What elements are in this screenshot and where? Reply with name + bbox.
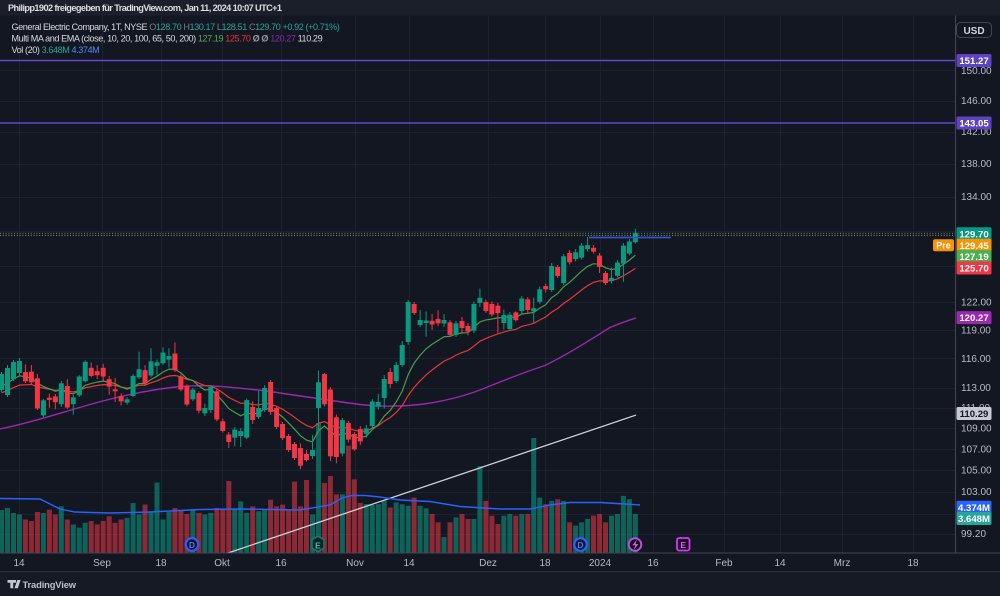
svg-text:127.19: 127.19 — [959, 252, 988, 263]
svg-text:Philipp1902 freigegeben für Tr: Philipp1902 freigegeben für TradingView.… — [8, 3, 282, 13]
svg-text:2024: 2024 — [589, 558, 612, 569]
svg-text:146.00: 146.00 — [961, 96, 992, 107]
svg-text:Nov: Nov — [346, 558, 364, 569]
svg-text:116.00: 116.00 — [961, 354, 991, 365]
svg-text:USD: USD — [963, 26, 984, 37]
svg-text:105.00: 105.00 — [961, 466, 992, 477]
svg-text:Vol (20) 3.648M 4.374M: Vol (20) 3.648M 4.374M — [12, 45, 100, 55]
svg-text:Sep: Sep — [93, 558, 111, 569]
svg-text:E: E — [315, 541, 321, 551]
svg-text:110.29: 110.29 — [960, 409, 989, 420]
svg-text:D: D — [577, 540, 583, 550]
svg-text:107.00: 107.00 — [961, 444, 992, 455]
svg-text:16: 16 — [647, 558, 659, 569]
svg-text:129.45: 129.45 — [959, 241, 989, 252]
svg-text:Feb: Feb — [715, 558, 733, 569]
svg-text:Okt: Okt — [214, 558, 230, 569]
svg-text:129.70: 129.70 — [959, 229, 988, 240]
svg-text:142.00: 142.00 — [961, 127, 992, 138]
svg-text:122.00: 122.00 — [961, 297, 992, 308]
svg-text:3.648M: 3.648M — [958, 514, 990, 525]
svg-text:109.00: 109.00 — [961, 424, 992, 435]
svg-text:138.00: 138.00 — [961, 159, 992, 170]
svg-text:TradingView: TradingView — [23, 579, 77, 590]
svg-text:General Electric Company, 1T,: General Electric Company, 1T, NYSE O128.… — [12, 22, 340, 32]
svg-text:99.20: 99.20 — [961, 529, 986, 540]
svg-text:14: 14 — [774, 558, 786, 569]
svg-text:151.27: 151.27 — [959, 56, 988, 67]
svg-text:113.00: 113.00 — [961, 383, 991, 394]
svg-text:125.70: 125.70 — [959, 264, 988, 275]
svg-text:120.27: 120.27 — [959, 313, 988, 324]
svg-text:Mrz: Mrz — [834, 558, 851, 569]
svg-text:4.374M: 4.374M — [958, 503, 990, 514]
svg-text:D: D — [189, 540, 195, 550]
svg-text:134.00: 134.00 — [961, 192, 992, 203]
svg-text:14: 14 — [13, 558, 25, 569]
svg-text:103.00: 103.00 — [961, 487, 992, 498]
svg-text:18: 18 — [907, 558, 919, 569]
svg-text:18: 18 — [155, 558, 167, 569]
svg-text:119.00: 119.00 — [961, 325, 991, 336]
svg-text:Pre: Pre — [936, 240, 951, 250]
svg-text:143.05: 143.05 — [959, 119, 989, 130]
svg-text:Dez: Dez — [479, 558, 497, 569]
svg-text:Multi MA and EMA (close, 10, 2: Multi MA and EMA (close, 10, 20, 100, 65… — [12, 34, 323, 44]
svg-text:14: 14 — [403, 558, 415, 569]
svg-text:E: E — [680, 540, 686, 550]
svg-text:16: 16 — [275, 558, 287, 569]
svg-text:18: 18 — [539, 558, 551, 569]
svg-text:150.00: 150.00 — [961, 66, 992, 77]
